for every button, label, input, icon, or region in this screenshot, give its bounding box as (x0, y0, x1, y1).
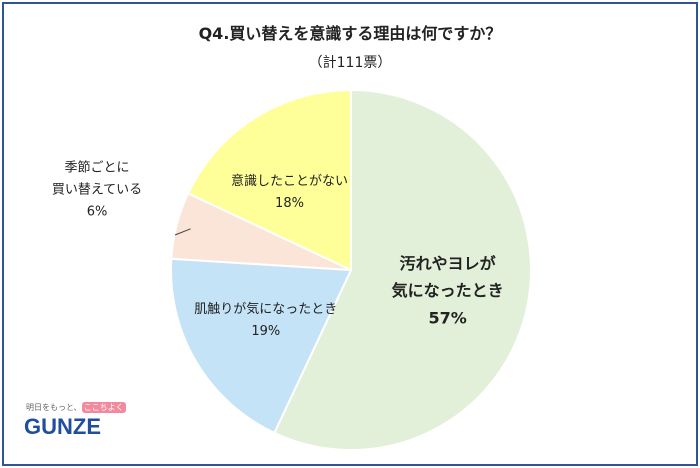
pie-slice-texture (170, 257, 353, 435)
slice-label-dirty-worn: 汚れやヨレが (400, 254, 496, 273)
pie-slice-never (186, 88, 352, 272)
slice-percent-never: 18% (275, 196, 304, 211)
slice-label-never: 意識したことがない (231, 173, 348, 189)
gunze-logo: 明日をもっと、 ここちよく GUNZE (20, 402, 130, 452)
leader-line-seasonal (174, 228, 191, 236)
slice-percent-texture: 19% (251, 324, 280, 339)
logo-brand: GUNZE (24, 414, 101, 439)
chart-subtitle: （計111票） (308, 55, 392, 71)
logo-tagline: 明日をもっと、 ここちよく (26, 402, 126, 413)
slice-label-dirty-worn: 気になったとき (392, 281, 504, 300)
slice-label-seasonal: 季節ごとに (64, 159, 129, 175)
slice-percent-seasonal: 6% (87, 205, 108, 220)
slice-label-seasonal: 買い替えている (52, 183, 142, 198)
pie-slice-dirty-worn (273, 88, 532, 451)
chart-title: Q4.買い替えを意識する理由は何ですか？ (198, 24, 502, 43)
slice-percent-dirty-worn: 57% (428, 308, 466, 327)
slice-label-texture: 肌触りが気になったとき (194, 301, 337, 317)
logo-tagline-highlight: ここちよく (81, 402, 126, 413)
